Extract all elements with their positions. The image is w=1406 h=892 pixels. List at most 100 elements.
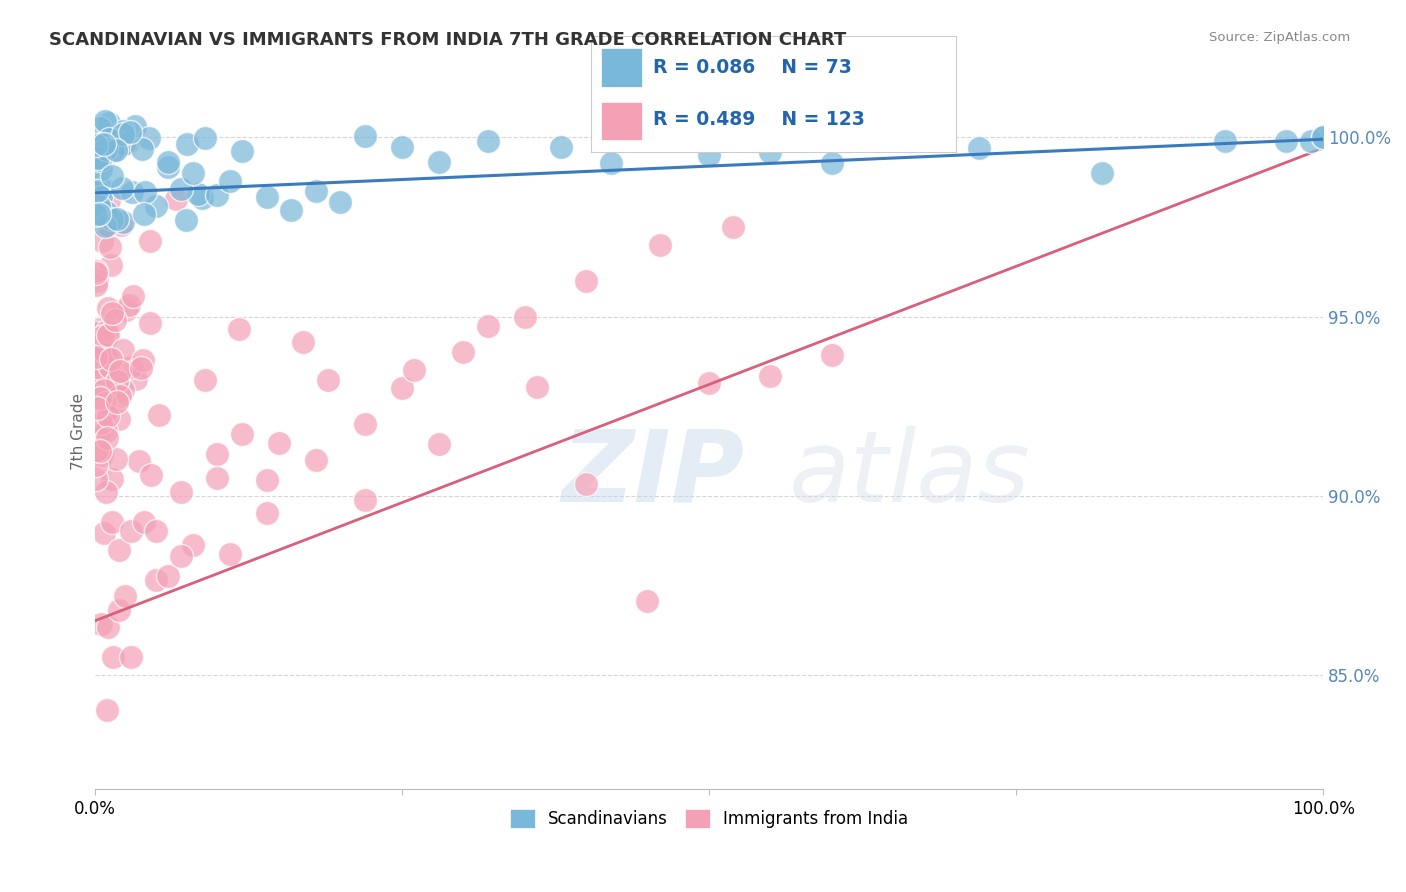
Point xyxy=(90,417,112,431)
Point xyxy=(93,383,115,397)
Point xyxy=(124,119,146,133)
Point xyxy=(697,148,720,162)
Point xyxy=(87,428,110,442)
Point xyxy=(84,263,107,277)
Point xyxy=(87,346,110,360)
Point xyxy=(89,120,111,135)
Text: R = 0.489    N = 123: R = 0.489 N = 123 xyxy=(652,111,865,129)
Point xyxy=(305,452,328,467)
Point xyxy=(86,382,108,396)
Point xyxy=(112,343,135,357)
Point xyxy=(145,524,167,539)
Point xyxy=(129,360,152,375)
Point xyxy=(329,195,352,210)
Point xyxy=(84,327,107,342)
Point xyxy=(148,408,170,422)
Point xyxy=(427,437,450,451)
Point xyxy=(104,313,127,327)
Point xyxy=(451,345,474,359)
Point xyxy=(89,322,111,336)
Point xyxy=(96,324,118,338)
Point xyxy=(228,322,250,336)
Point xyxy=(121,185,143,199)
Text: ZIP: ZIP xyxy=(561,425,744,523)
Point xyxy=(169,549,191,564)
Point xyxy=(122,289,145,303)
Point xyxy=(267,436,290,450)
Point xyxy=(91,341,114,355)
Point xyxy=(821,155,844,169)
Point xyxy=(89,360,111,375)
Text: Source: ZipAtlas.com: Source: ZipAtlas.com xyxy=(1209,31,1350,45)
Point xyxy=(256,189,278,203)
Point xyxy=(98,116,121,130)
Point xyxy=(97,409,120,423)
Point xyxy=(87,442,110,457)
Point xyxy=(391,381,413,395)
Point xyxy=(84,138,107,153)
Point xyxy=(94,405,117,419)
Point xyxy=(84,178,107,193)
Point xyxy=(93,137,115,152)
Point xyxy=(477,318,499,333)
Point xyxy=(105,395,128,409)
Point xyxy=(84,458,107,472)
Point xyxy=(134,185,156,199)
Point xyxy=(1299,134,1322,148)
Point xyxy=(187,186,209,201)
Point xyxy=(292,335,315,350)
Point xyxy=(105,374,128,388)
Point xyxy=(107,412,129,426)
Point xyxy=(207,187,229,202)
Point xyxy=(91,234,114,248)
Point xyxy=(145,573,167,587)
Point xyxy=(550,140,572,154)
Point xyxy=(165,192,187,206)
Point xyxy=(108,543,131,558)
Point xyxy=(97,218,120,232)
Point xyxy=(91,153,114,168)
Point xyxy=(139,467,162,482)
Point xyxy=(218,547,240,561)
Point xyxy=(218,174,240,188)
Point xyxy=(111,124,134,138)
Point xyxy=(97,620,120,634)
Point xyxy=(108,364,131,378)
Point xyxy=(101,211,124,226)
Point xyxy=(477,134,499,148)
Point xyxy=(967,141,990,155)
Point xyxy=(87,183,110,197)
Point xyxy=(427,154,450,169)
Point xyxy=(107,134,129,148)
Point xyxy=(94,395,117,409)
Point xyxy=(94,219,117,234)
Point xyxy=(1091,166,1114,180)
Point xyxy=(90,448,112,462)
Point xyxy=(96,431,118,445)
Point xyxy=(100,258,122,272)
Y-axis label: 7th Grade: 7th Grade xyxy=(72,392,86,469)
Point xyxy=(157,154,180,169)
Point xyxy=(354,493,377,508)
Point xyxy=(132,352,155,367)
Point xyxy=(1312,130,1334,145)
Legend: Scandinavians, Immigrants from India: Scandinavians, Immigrants from India xyxy=(503,802,915,835)
Point xyxy=(1275,134,1298,148)
Point xyxy=(84,207,107,221)
Point xyxy=(89,444,111,458)
Point xyxy=(157,569,180,583)
Point xyxy=(636,593,658,607)
Point xyxy=(105,452,128,467)
Point xyxy=(697,376,720,390)
Point xyxy=(231,145,253,159)
Point xyxy=(1312,130,1334,145)
Point xyxy=(132,515,155,529)
Point xyxy=(90,617,112,632)
Text: SCANDINAVIAN VS IMMIGRANTS FROM INDIA 7TH GRADE CORRELATION CHART: SCANDINAVIAN VS IMMIGRANTS FROM INDIA 7T… xyxy=(49,31,846,49)
Point xyxy=(759,368,782,383)
Point xyxy=(98,360,121,375)
Point xyxy=(94,484,117,499)
Point xyxy=(194,131,217,145)
Point xyxy=(125,372,148,386)
Point xyxy=(112,127,135,141)
